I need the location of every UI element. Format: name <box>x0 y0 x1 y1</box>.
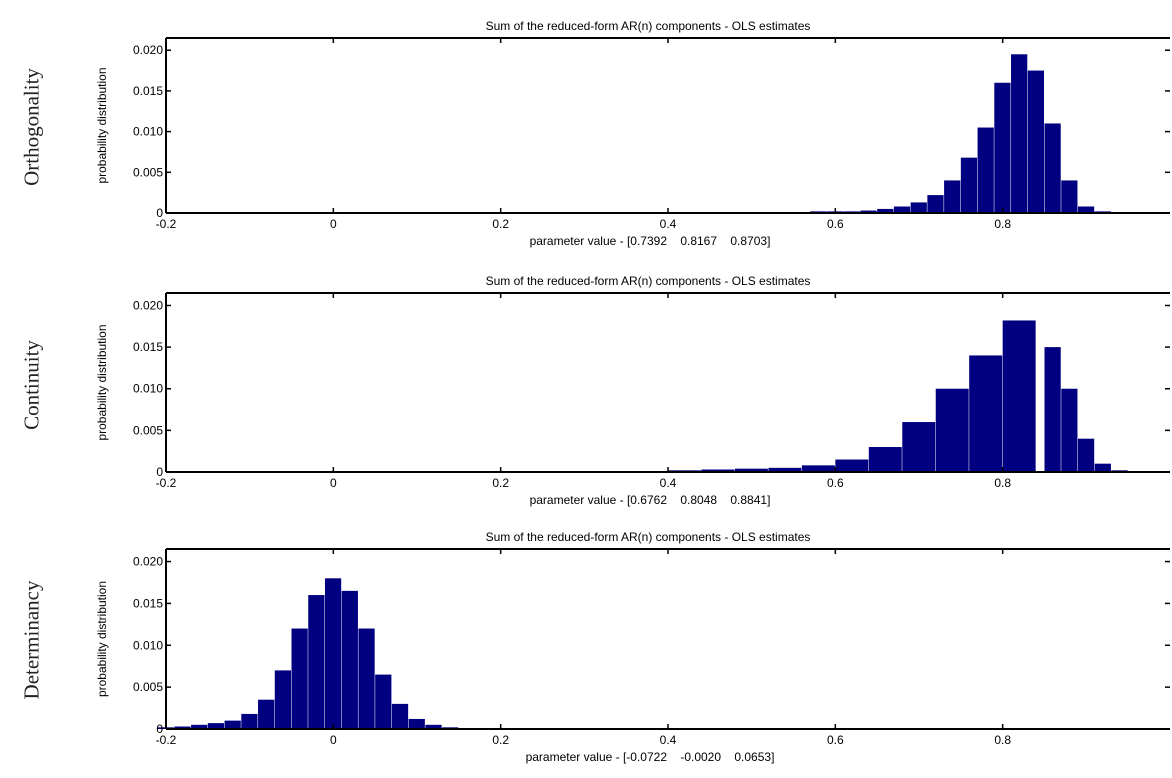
histogram-bar <box>224 720 241 729</box>
histogram-bar <box>341 590 358 729</box>
x-tick-label: 0 <box>330 476 337 490</box>
x-tick-label: -0.2 <box>156 476 177 490</box>
y-tick-label: 0.005 <box>133 423 163 437</box>
histogram-bar <box>258 699 275 729</box>
y-axis-label: probability distribution <box>95 324 109 440</box>
x-tick-label: 0.2 <box>492 733 509 747</box>
histogram-bar <box>375 674 392 729</box>
histogram-bar <box>274 670 291 729</box>
chart-panel-3: Sum of the reduced-form AR(n) components… <box>95 530 1170 764</box>
histogram-bar <box>801 465 835 472</box>
y-tick-label: 0.015 <box>133 596 163 610</box>
histogram-bar <box>902 422 936 472</box>
histogram-bar <box>944 180 961 213</box>
x-tick-label: 0.2 <box>492 217 509 231</box>
histogram-bar <box>935 388 969 472</box>
chart-panel-1: Sum of the reduced-form AR(n) components… <box>95 19 1170 248</box>
y-tick-label: 0 <box>156 722 163 736</box>
x-tick-label: 0 <box>330 733 337 747</box>
histogram-bar <box>191 724 208 729</box>
histogram-bar <box>425 724 442 729</box>
histogram-bar <box>174 726 191 729</box>
histogram-bar <box>241 713 258 729</box>
x-tick-label: 0.2 <box>492 476 509 490</box>
y-tick-label: 0.010 <box>133 382 163 396</box>
y-tick-label: 0.005 <box>133 165 163 179</box>
x-tick-label: 0 <box>330 217 337 231</box>
y-tick-label: 0.010 <box>133 125 163 139</box>
y-tick-label: 0 <box>156 206 163 220</box>
x-axis-label: parameter value - [0.7392 0.8167 0.8703] <box>530 234 771 248</box>
histogram-bar <box>1077 438 1095 472</box>
x-tick-label: -0.2 <box>156 733 177 747</box>
histogram-bar <box>1044 123 1061 213</box>
histogram-bar <box>860 210 877 213</box>
histogram-bar <box>1002 320 1036 472</box>
y-tick-label: 0.010 <box>133 638 163 652</box>
y-tick-label: 0.005 <box>133 680 163 694</box>
histogram-bar <box>207 723 225 729</box>
y-tick-label: 0.020 <box>133 555 163 569</box>
histogram-bar <box>1094 463 1111 472</box>
x-tick-label: 0.8 <box>994 217 1011 231</box>
y-tick-label: 0.020 <box>133 298 163 312</box>
histogram-bar <box>1061 180 1078 213</box>
histogram-bar <box>877 208 894 213</box>
histogram-bar <box>701 469 735 472</box>
chart-title: Sum of the reduced-form AR(n) components… <box>486 19 811 33</box>
histogram-bar <box>768 467 802 472</box>
x-tick-label: -0.2 <box>156 217 177 231</box>
x-axis-label: parameter value - [-0.0722 -0.0020 0.065… <box>526 750 775 764</box>
histogram-bar <box>358 628 375 729</box>
histogram-bar <box>910 202 927 213</box>
x-tick-label: 0.6 <box>827 217 844 231</box>
chart-title: Sum of the reduced-form AR(n) components… <box>486 530 811 544</box>
y-tick-label: 0.015 <box>133 84 163 98</box>
y-tick-label: 0 <box>156 465 163 479</box>
x-tick-label: 0.4 <box>660 733 677 747</box>
x-tick-label: 0.8 <box>994 476 1011 490</box>
histogram-bar <box>291 628 308 729</box>
chart-title: Sum of the reduced-form AR(n) components… <box>486 274 811 288</box>
y-tick-label: 0.015 <box>133 340 163 354</box>
histogram-bar <box>977 127 994 213</box>
histogram-bar <box>927 195 944 213</box>
histogram-bar <box>308 595 325 729</box>
histogram-bar <box>734 468 768 472</box>
histogram-bar <box>893 206 911 213</box>
histogram-bar <box>960 157 978 213</box>
histogram-bar <box>1011 54 1028 213</box>
histogram-bar <box>835 459 869 472</box>
x-tick-label: 0.4 <box>660 476 677 490</box>
y-axis-label: probability distribution <box>95 581 109 697</box>
histogram-bar <box>969 355 1003 472</box>
histogram-bar <box>1044 347 1061 472</box>
histogram-bar <box>994 82 1011 213</box>
histogram-bar <box>1061 388 1078 472</box>
y-axis-label: probability distribution <box>95 67 109 183</box>
chart-panel-2: Sum of the reduced-form AR(n) components… <box>95 274 1170 507</box>
histogram-bar <box>1077 206 1095 213</box>
x-tick-label: 0.6 <box>827 733 844 747</box>
x-tick-label: 0.8 <box>994 733 1011 747</box>
histogram-bar <box>868 447 902 472</box>
histogram-bar <box>324 578 342 729</box>
histogram-bar <box>391 703 409 729</box>
x-tick-label: 0.4 <box>660 217 677 231</box>
x-tick-label: 0.6 <box>827 476 844 490</box>
y-tick-label: 0.020 <box>133 43 163 57</box>
histogram-bar <box>1027 70 1044 213</box>
x-axis-label: parameter value - [0.6762 0.8048 0.8841] <box>530 493 771 507</box>
histogram-bar <box>408 718 425 729</box>
